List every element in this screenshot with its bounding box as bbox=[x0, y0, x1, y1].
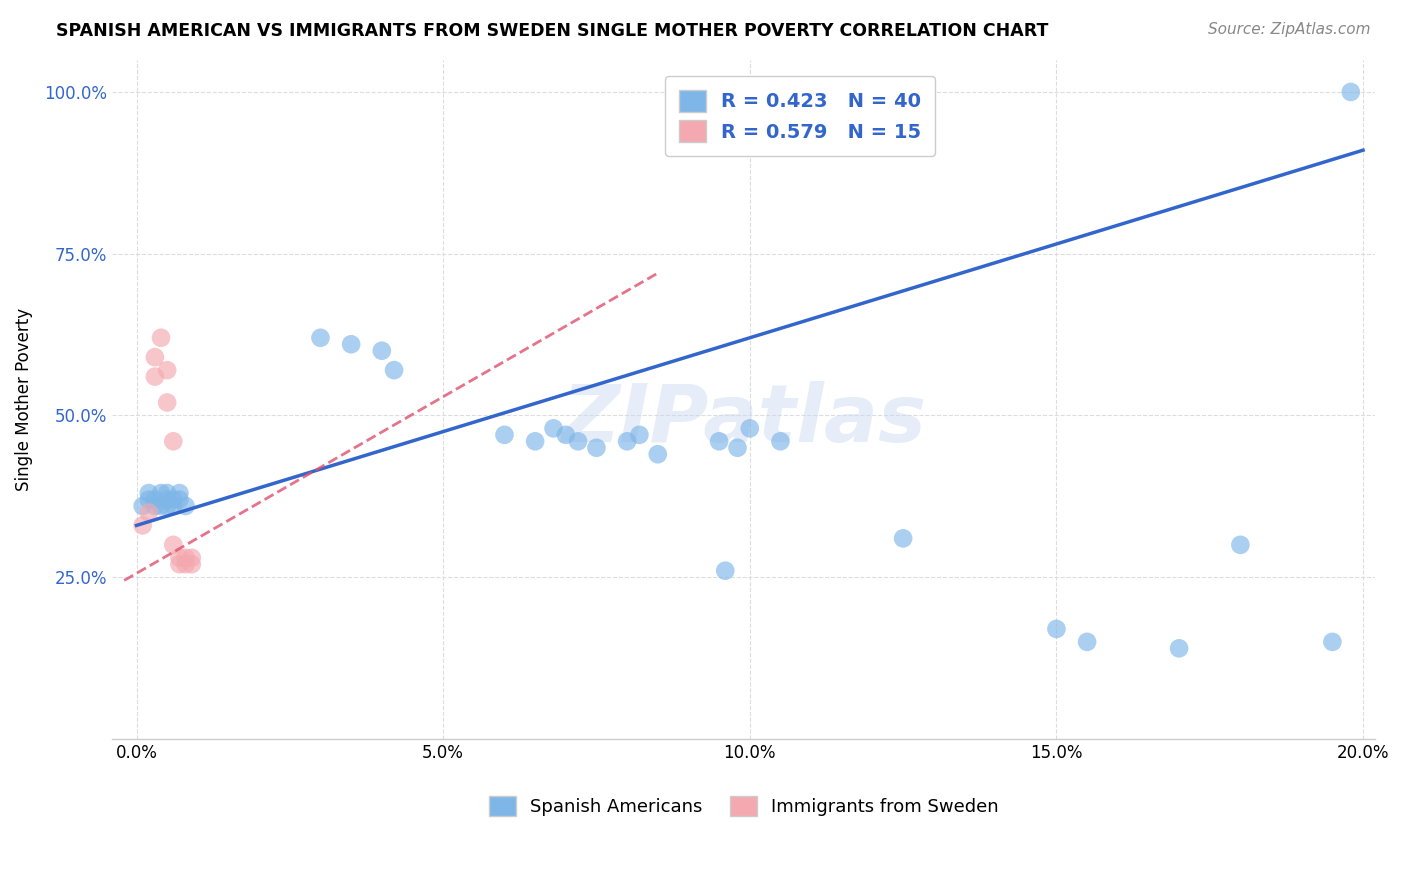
Point bbox=[1168, 641, 1191, 656]
Point bbox=[138, 506, 160, 520]
Point bbox=[382, 363, 405, 377]
Point bbox=[162, 434, 184, 449]
Point bbox=[554, 427, 576, 442]
Point bbox=[156, 363, 179, 377]
Text: ZIPatlas: ZIPatlas bbox=[561, 381, 927, 458]
Text: SPANISH AMERICAN VS IMMIGRANTS FROM SWEDEN SINGLE MOTHER POVERTY CORRELATION CHA: SPANISH AMERICAN VS IMMIGRANTS FROM SWED… bbox=[56, 22, 1049, 40]
Point bbox=[340, 337, 363, 351]
Point bbox=[180, 558, 202, 572]
Point bbox=[138, 492, 160, 507]
Point bbox=[707, 434, 730, 449]
Point bbox=[156, 499, 179, 513]
Point bbox=[371, 343, 394, 358]
Point bbox=[309, 331, 332, 345]
Point bbox=[150, 331, 173, 345]
Point bbox=[1229, 538, 1251, 552]
Point bbox=[727, 441, 749, 455]
Y-axis label: Single Mother Poverty: Single Mother Poverty bbox=[15, 308, 32, 491]
Point bbox=[150, 486, 173, 500]
Point bbox=[169, 492, 191, 507]
Legend: Spanish Americans, Immigrants from Sweden: Spanish Americans, Immigrants from Swede… bbox=[481, 789, 1005, 823]
Point bbox=[169, 550, 191, 565]
Point bbox=[543, 421, 565, 435]
Point bbox=[174, 558, 197, 572]
Point bbox=[628, 427, 651, 442]
Point bbox=[738, 421, 761, 435]
Point bbox=[143, 369, 166, 384]
Point bbox=[156, 492, 179, 507]
Point bbox=[143, 492, 166, 507]
Point bbox=[616, 434, 638, 449]
Point bbox=[567, 434, 589, 449]
Point bbox=[1076, 635, 1098, 649]
Point bbox=[174, 550, 197, 565]
Point bbox=[174, 499, 197, 513]
Point bbox=[138, 486, 160, 500]
Point bbox=[1045, 622, 1067, 636]
Point bbox=[891, 532, 914, 546]
Point bbox=[156, 486, 179, 500]
Point bbox=[494, 427, 516, 442]
Text: Source: ZipAtlas.com: Source: ZipAtlas.com bbox=[1208, 22, 1371, 37]
Point bbox=[131, 518, 153, 533]
Point bbox=[585, 441, 607, 455]
Point bbox=[769, 434, 792, 449]
Point bbox=[169, 486, 191, 500]
Point bbox=[714, 564, 737, 578]
Point bbox=[156, 395, 179, 409]
Point bbox=[1340, 85, 1362, 99]
Point bbox=[647, 447, 669, 461]
Point bbox=[131, 499, 153, 513]
Point bbox=[169, 558, 191, 572]
Point bbox=[143, 499, 166, 513]
Point bbox=[1322, 635, 1344, 649]
Point bbox=[524, 434, 547, 449]
Point bbox=[180, 550, 202, 565]
Point bbox=[150, 499, 173, 513]
Point bbox=[162, 538, 184, 552]
Point bbox=[162, 499, 184, 513]
Point bbox=[162, 492, 184, 507]
Point bbox=[143, 350, 166, 364]
